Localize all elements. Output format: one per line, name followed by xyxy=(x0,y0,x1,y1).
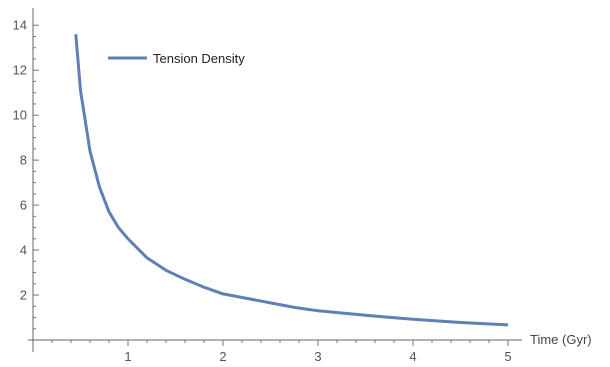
legend: Tension Density xyxy=(108,51,245,66)
y-tick-label: 10 xyxy=(13,108,27,123)
y-tick-label: 2 xyxy=(20,288,27,303)
x-tick-label: 4 xyxy=(409,349,416,364)
y-tick-label: 6 xyxy=(20,198,27,213)
x-tick-label: 1 xyxy=(124,349,131,364)
x-tick-label: 2 xyxy=(219,349,226,364)
y-tick-label: 14 xyxy=(13,18,27,33)
y-tick-label: 12 xyxy=(13,63,27,78)
legend-label: Tension Density xyxy=(153,51,245,66)
y-tick-label: 8 xyxy=(20,153,27,168)
x-tick-label: 3 xyxy=(314,349,321,364)
x-axis-title: Time (Gyr) xyxy=(530,332,592,347)
axes xyxy=(28,8,522,352)
series-line xyxy=(74,34,509,327)
series-layer xyxy=(74,34,509,327)
y-tick-label: 4 xyxy=(20,243,27,258)
x-tick-label: 5 xyxy=(504,349,511,364)
